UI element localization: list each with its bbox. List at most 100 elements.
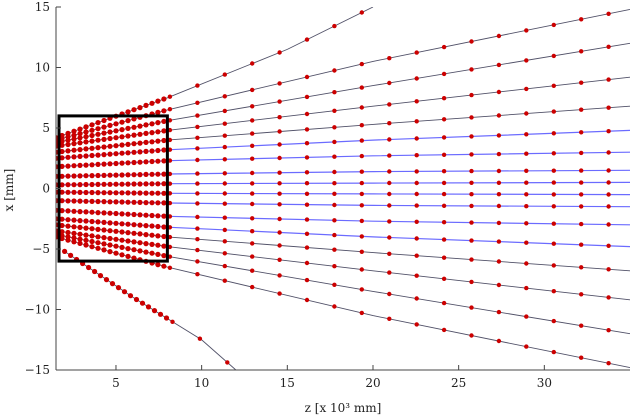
particle-marker <box>195 113 200 118</box>
particle-marker <box>71 224 77 230</box>
particle-marker <box>155 138 161 144</box>
particle-marker <box>195 181 200 186</box>
particle-marker <box>441 135 447 140</box>
y-tick-label: 15 <box>35 0 50 14</box>
particle-marker <box>71 163 77 169</box>
particle-marker <box>65 237 71 243</box>
particle-marker <box>250 131 255 136</box>
particle-marker <box>155 129 161 135</box>
y-tick-label: 0 <box>42 182 50 196</box>
particle-marker <box>65 223 71 229</box>
particle-marker <box>143 232 149 238</box>
x-tick-label: 15 <box>280 376 295 390</box>
particle-marker <box>143 223 149 229</box>
particle-marker <box>414 203 419 208</box>
particle-marker <box>250 118 255 123</box>
particle-marker <box>250 216 255 221</box>
particle-marker <box>606 267 611 272</box>
particle-marker <box>59 189 65 195</box>
particle-marker <box>359 267 364 272</box>
particle-marker <box>161 108 167 114</box>
particle-marker <box>551 318 556 324</box>
particle-marker <box>414 153 419 158</box>
particle-marker <box>137 190 143 196</box>
particle-marker <box>113 228 119 234</box>
particle-marker <box>95 219 101 225</box>
particle-marker <box>551 241 556 246</box>
particle-marker <box>277 115 282 120</box>
particle-marker <box>113 236 119 242</box>
particle-marker <box>195 237 200 242</box>
particle-marker <box>277 81 282 86</box>
particle-marker <box>222 239 227 244</box>
particle-marker <box>277 181 282 186</box>
particle-marker <box>149 241 155 247</box>
particle-marker <box>83 124 89 130</box>
particle-marker <box>65 173 71 179</box>
particle-marker <box>101 241 107 247</box>
particle-marker <box>579 242 584 247</box>
particle-marker <box>137 131 143 137</box>
particle-marker <box>606 192 611 197</box>
particle-marker <box>551 22 556 28</box>
particle-marker <box>332 232 337 238</box>
particle-marker <box>387 270 392 275</box>
particle-marker <box>77 218 83 224</box>
particle-marker <box>469 203 474 209</box>
particle-marker <box>441 152 447 157</box>
particle-marker <box>250 181 255 186</box>
particle-marker <box>304 202 310 207</box>
particle-marker <box>65 229 71 236</box>
particle-marker <box>151 308 158 314</box>
particle-marker <box>71 182 77 188</box>
particle-marker <box>137 159 143 165</box>
particle-marker <box>222 191 227 196</box>
particle-marker <box>131 132 137 138</box>
particle-marker <box>131 222 137 228</box>
particle-marker <box>195 259 200 264</box>
particle-marker <box>304 260 310 266</box>
particle-marker <box>155 109 161 115</box>
particle-marker <box>143 241 149 247</box>
particle-marker <box>95 198 101 205</box>
particle-marker <box>119 252 125 258</box>
particle-marker <box>250 268 255 273</box>
particle-marker <box>277 216 282 222</box>
particle-marker <box>155 98 161 104</box>
particle-marker <box>65 208 71 214</box>
particle-marker <box>277 291 282 296</box>
particle-marker <box>155 223 161 230</box>
particle-marker <box>83 232 89 238</box>
particle-marker <box>524 192 529 197</box>
particle-marker <box>524 58 529 63</box>
particle-marker <box>101 199 107 205</box>
particle-marker <box>71 230 77 236</box>
particle-marker <box>83 218 89 224</box>
particle-marker <box>579 355 584 360</box>
particle-marker <box>101 124 107 130</box>
particle-marker <box>119 134 125 140</box>
particle-marker <box>332 202 337 208</box>
particle-marker <box>95 234 101 240</box>
particle-marker <box>89 145 95 151</box>
particle-marker <box>222 72 227 77</box>
particle-marker <box>83 173 89 179</box>
particle-marker <box>101 247 107 253</box>
particle-marker <box>551 192 556 197</box>
particle-marker <box>95 181 101 187</box>
particle-marker <box>77 209 83 215</box>
particle-marker <box>195 124 200 130</box>
particle-marker <box>155 120 161 126</box>
particle-marker <box>125 160 131 166</box>
particle-marker <box>149 212 155 219</box>
particle-marker <box>101 130 107 136</box>
particle-marker <box>414 50 419 55</box>
particle-marker <box>277 50 282 55</box>
particle-marker <box>68 252 74 258</box>
particle-marker <box>95 126 101 132</box>
particle-marker <box>89 226 95 232</box>
particle-marker <box>119 119 125 125</box>
particle-marker <box>131 211 137 218</box>
particle-marker <box>113 220 119 226</box>
particle-marker <box>359 105 364 110</box>
